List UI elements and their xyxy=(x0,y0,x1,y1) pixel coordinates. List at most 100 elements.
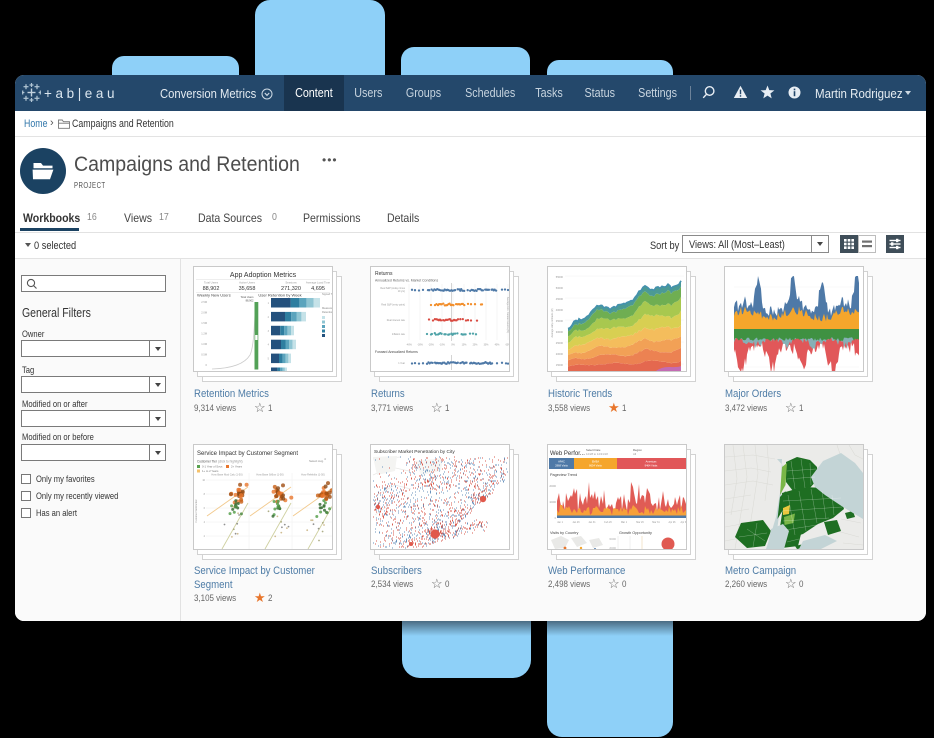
svg-text:Total Users: Total Users xyxy=(241,295,255,299)
svg-text:App Adoption Metrics: App Adoption Metrics xyxy=(230,272,297,279)
svg-text:Jan 1: Jan 1 xyxy=(557,521,564,524)
svg-text:Subscriber Market Penetration: Subscriber Market Penetration by City xyxy=(374,449,455,455)
svg-text:Signed Ty: Signed Ty xyxy=(322,292,332,296)
svg-text:Average daily contracts (M): Average daily contracts (M) xyxy=(551,308,554,337)
svg-text:Average Ann. Forward returns (: Average Ann. Forward returns (%) xyxy=(506,297,509,333)
svg-text:35000: 35000 xyxy=(556,319,564,323)
svg-text:Real interest rate: Real interest rate xyxy=(387,319,406,322)
svg-text:Sessions: Sessions xyxy=(285,281,297,285)
svg-text:271,320: 271,320 xyxy=(281,286,301,292)
svg-text:-20%: -20% xyxy=(428,344,434,347)
svg-text:2: 2 xyxy=(204,535,206,538)
svg-text:35,658: 35,658 xyxy=(239,286,256,292)
svg-text:Mar 1: Mar 1 xyxy=(621,521,628,524)
svg-text:4: 4 xyxy=(268,344,270,347)
svg-text:User Retention by Week: User Retention by Week xyxy=(258,293,301,298)
svg-text:Select Date: Select Date xyxy=(586,448,601,452)
svg-text:Annualized Returns vs. Market: Annualized Returns vs. Market Conditions xyxy=(375,279,438,283)
svg-text:Apr 26: Apr 26 xyxy=(668,521,676,524)
svg-text:10: 10 xyxy=(202,479,205,482)
svg-text:4: 4 xyxy=(204,521,206,524)
svg-text:8: 8 xyxy=(204,493,206,496)
svg-text:50000: 50000 xyxy=(556,286,564,290)
svg-text:20000: 20000 xyxy=(556,352,564,356)
svg-text:60000: 60000 xyxy=(609,538,616,541)
svg-text:40000: 40000 xyxy=(556,308,564,312)
svg-text:Growth Opportunity: Growth Opportunity xyxy=(619,531,652,535)
svg-text:Feb 26: Feb 26 xyxy=(604,521,612,524)
svg-text:Real S&P (today minus: Real S&P (today minus xyxy=(380,287,405,290)
svg-text:0.5M: 0.5M xyxy=(201,353,207,357)
svg-text:1.2M: 1.2M xyxy=(201,332,207,336)
svg-text:Id: Id xyxy=(324,457,327,461)
svg-text:Jan 31: Jan 31 xyxy=(588,521,596,524)
svg-text:Forward Annualized Returns: Forward Annualized Returns xyxy=(375,350,418,354)
svg-text:Inflation rate: Inflation rate xyxy=(392,333,406,336)
svg-text:How Base SrBus (1-50): How Base SrBus (1-50) xyxy=(256,473,283,477)
svg-text:0%: 0% xyxy=(451,344,455,347)
svg-text:-30%: -30% xyxy=(417,344,423,347)
svg-text:15000: 15000 xyxy=(556,363,564,367)
svg-text:Customer Tier (click to highli: Customer Tier (click to highlight) xyxy=(197,460,243,464)
svg-text:Customer Satisfaction: Customer Satisfaction xyxy=(195,499,198,523)
svg-text:1.5M: 1.5M xyxy=(201,321,207,325)
svg-text:EMEA: EMEA xyxy=(592,460,600,464)
svg-text:10 yrs): 10 yrs) xyxy=(398,290,406,293)
svg-text:1 Year: 1 Year xyxy=(398,362,405,365)
svg-text:1.0M: 1.0M xyxy=(201,342,207,346)
svg-text:1: 1 xyxy=(268,302,270,305)
svg-text:88,902: 88,902 xyxy=(203,286,220,292)
svg-text:30000: 30000 xyxy=(556,330,564,334)
svg-text:Select Avg.: Select Avg. xyxy=(309,459,324,463)
svg-text:Apr 30: Apr 30 xyxy=(680,521,686,524)
svg-text:1+ to 2 Years: 1+ to 2 Years xyxy=(202,469,219,473)
svg-text:25000: 25000 xyxy=(556,341,564,345)
svg-text:Pageview Trend: Pageview Trend xyxy=(550,473,577,477)
svg-text:88,902: 88,902 xyxy=(246,299,254,303)
svg-text:60%: 60% xyxy=(506,344,509,347)
svg-text:Americas: Americas xyxy=(646,460,658,464)
svg-text:Service Impact by Customer Seg: Service Impact by Customer Segment xyxy=(197,451,298,457)
svg-text:Average Load Time: Average Load Time xyxy=(306,281,331,285)
svg-text:Active Users: Active Users xyxy=(239,281,255,285)
svg-text:30%: 30% xyxy=(484,344,490,347)
svg-text:0: 0 xyxy=(206,363,208,367)
svg-text:2+ Years: 2+ Years xyxy=(231,465,243,469)
svg-text:4,695: 4,695 xyxy=(311,286,325,292)
svg-text:Web Perfor...: Web Perfor... xyxy=(550,451,585,457)
svg-text:Weekly New Users: Weekly New Users xyxy=(197,293,231,298)
svg-text:Jan 26: Jan 26 xyxy=(572,521,580,524)
svg-text:0-1 Year of Svcs: 0-1 Year of Svcs xyxy=(202,465,223,469)
svg-text:6: 6 xyxy=(204,507,206,510)
svg-text:How Refeblitz (1-50): How Refeblitz (1-50) xyxy=(301,473,325,477)
svg-text:Retention: Retention xyxy=(322,310,332,314)
svg-text:Real S&P (entry point): Real S&P (entry point) xyxy=(381,304,405,307)
svg-text:2.0M: 2.0M xyxy=(201,311,207,315)
svg-text:Mar 31: Mar 31 xyxy=(652,521,660,524)
svg-text:APAC: APAC xyxy=(558,460,565,464)
svg-text:All: All xyxy=(633,452,636,456)
svg-text:12/28 to 12/31/18: 12/28 to 12/31/18 xyxy=(586,452,608,456)
svg-text:How Base Mod Calc (1-50): How Base Mod Calc (1-50) xyxy=(211,473,242,477)
svg-text:Mar 26: Mar 26 xyxy=(636,521,644,524)
svg-text:2: 2 xyxy=(268,316,270,319)
svg-text:9464 Visits: 9464 Visits xyxy=(645,464,658,468)
svg-text:Measure: Measure xyxy=(322,306,332,310)
svg-text:5: 5 xyxy=(268,358,270,361)
svg-text:Visits by Country: Visits by Country xyxy=(550,531,579,535)
svg-text:40%: 40% xyxy=(495,344,501,347)
svg-text:20000: 20000 xyxy=(609,547,616,549)
svg-text:0: 0 xyxy=(555,517,557,520)
svg-text:-10%: -10% xyxy=(439,344,445,347)
svg-text:20%: 20% xyxy=(473,344,479,347)
svg-text:8654 Visits: 8654 Visits xyxy=(589,464,602,468)
svg-text:2.5M: 2.5M xyxy=(201,300,207,304)
svg-text:45000: 45000 xyxy=(556,297,564,301)
svg-text:Total Users: Total Users xyxy=(204,281,219,285)
svg-text:20000: 20000 xyxy=(549,485,556,488)
svg-text:55000: 55000 xyxy=(556,275,564,279)
svg-text:Returns: Returns xyxy=(375,271,393,277)
svg-text:2868 Visits: 2868 Visits xyxy=(555,464,568,468)
svg-text:10000: 10000 xyxy=(549,501,556,504)
svg-text:Region: Region xyxy=(633,448,642,452)
